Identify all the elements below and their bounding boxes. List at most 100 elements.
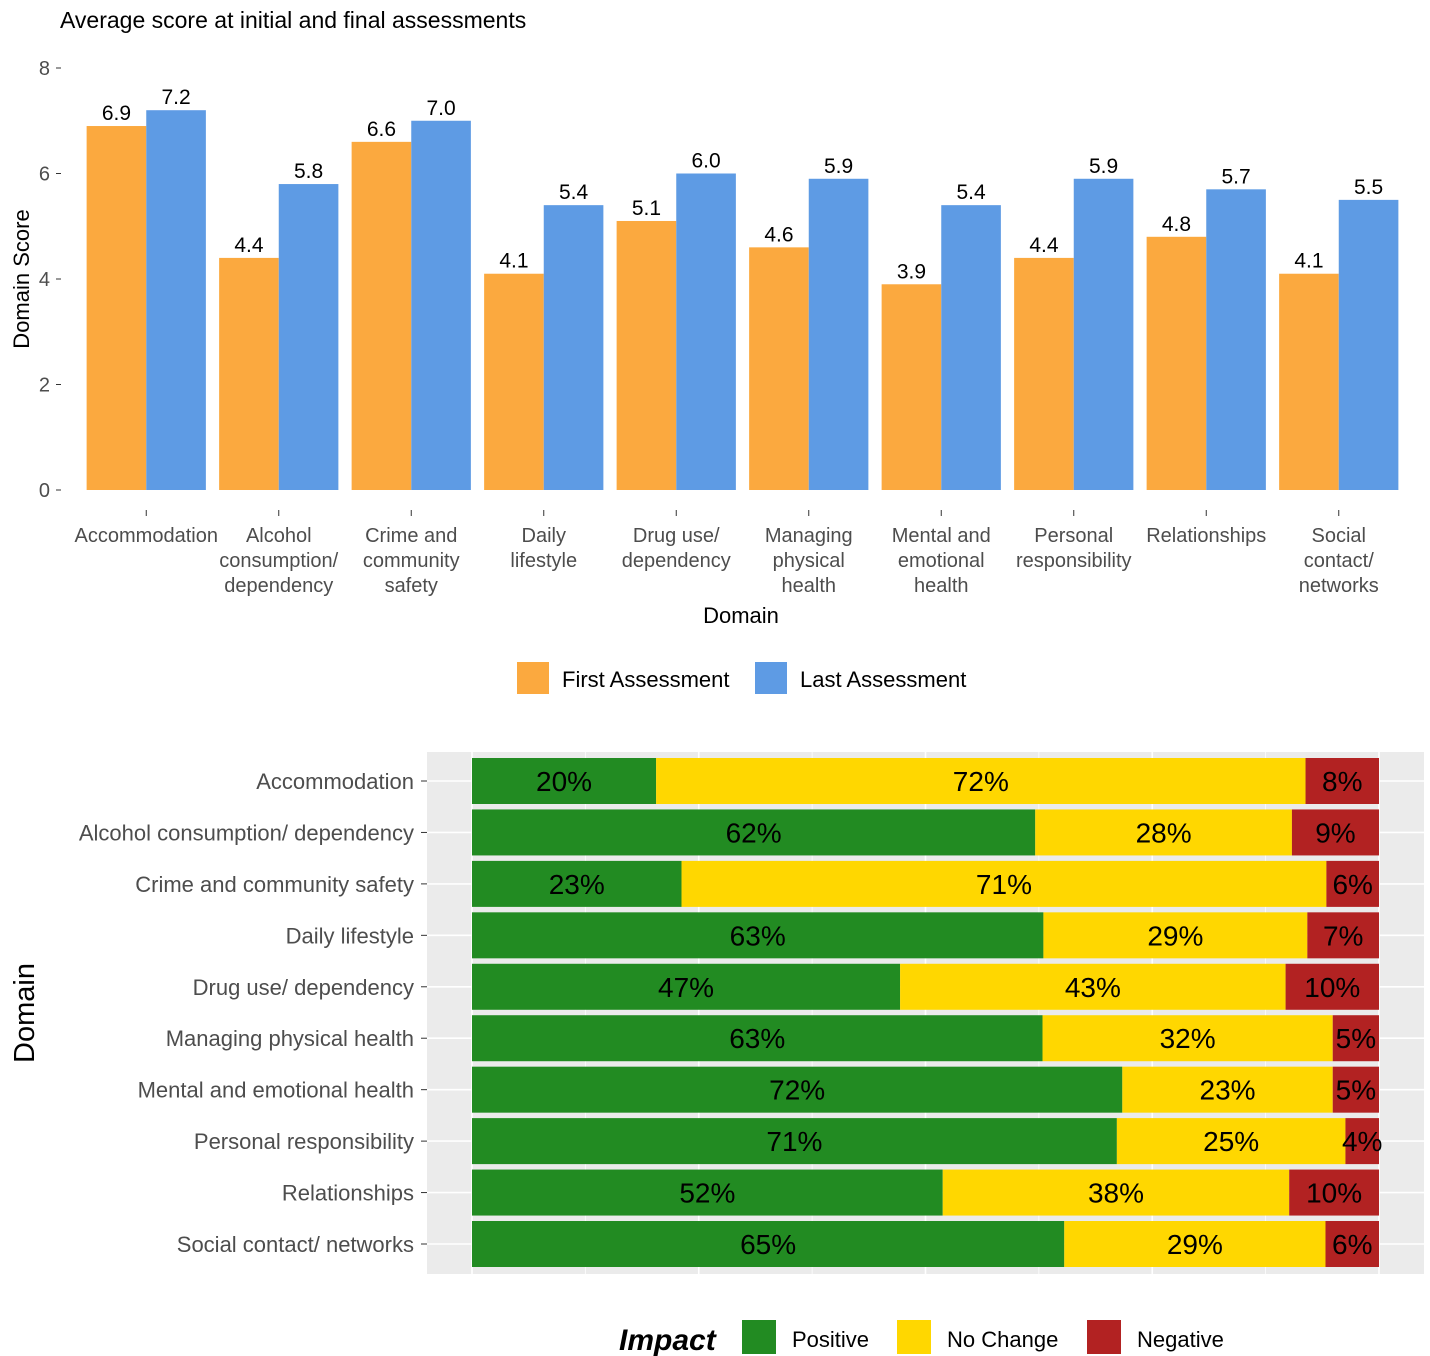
segment-label: 28%	[1136, 817, 1192, 848]
bar-value-label: 4.1	[1294, 250, 1323, 273]
stacked-bar-chart: 20% 72% 8% 62% 28% 9% 23% 71% 6% 63% 29% 7% 47% 43% 10…	[9, 752, 1424, 1356]
segment-label: 6%	[1332, 1229, 1372, 1260]
x-tick-label-line: Crime and	[365, 525, 457, 547]
bar-value-label: 5.9	[824, 155, 853, 178]
x-tick-label: Personal responsibility	[1016, 525, 1132, 572]
bar-value-label: 5.4	[559, 181, 589, 204]
x-tick-label-line: Daily	[522, 525, 566, 547]
bar-value-label: 6.9	[102, 102, 131, 125]
segment-label: 29%	[1167, 1229, 1223, 1260]
bar-segment	[472, 1015, 1043, 1062]
segment-label: 65%	[740, 1229, 796, 1260]
segment-label: 62%	[726, 817, 782, 848]
x-tick-label: Managing physical health	[765, 525, 853, 597]
legend-swatch	[742, 1320, 776, 1354]
y-tick-label: 0	[39, 480, 50, 502]
legend-label: Positive	[792, 1327, 869, 1352]
bar-value-label: 4.1	[499, 250, 528, 273]
bar-value-label: 4.6	[764, 223, 793, 246]
legend-swatch	[517, 662, 549, 694]
y-tick-label: Social contact/ networks	[177, 1232, 414, 1257]
bar-segment	[1064, 1221, 1326, 1267]
bar-value-label: 5.9	[1089, 155, 1118, 178]
bar-value-label: 5.7	[1221, 165, 1250, 188]
bar-value-label: 4.4	[234, 234, 264, 257]
bar-segment	[1345, 1118, 1379, 1165]
y-axis: 0 2 4 6 8	[39, 58, 61, 502]
legend-title: Impact	[619, 1324, 718, 1356]
legend-swatch	[897, 1320, 931, 1354]
bar-value-label: 3.9	[897, 260, 926, 283]
bar	[543, 205, 604, 490]
segment-label: 72%	[769, 1075, 825, 1106]
bar-value-label: 5.5	[1354, 176, 1383, 199]
bar-segment	[1332, 1066, 1379, 1113]
x-tick-label-line: safety	[385, 575, 438, 597]
bar	[278, 184, 339, 491]
bar	[676, 173, 736, 490]
legend-label: First Assessment	[562, 667, 729, 692]
bar	[1338, 199, 1399, 490]
y-tick-label: Accommodation	[256, 769, 414, 794]
bar-segment	[472, 963, 901, 1010]
segment-label: 29%	[1147, 920, 1203, 951]
y-tick-label: 2	[39, 375, 50, 397]
segment-label: 71%	[976, 869, 1032, 900]
segment-label: 7%	[1323, 920, 1363, 951]
y-tick-label: Relationships	[282, 1181, 414, 1206]
legend: First Assessment Last Assessment	[517, 662, 966, 694]
bar	[749, 247, 809, 490]
x-tick-label: Relationships	[1146, 525, 1266, 547]
y-tick-label: 4	[39, 269, 50, 291]
y-tick-label: Crime and community safety	[135, 872, 414, 897]
bar-group: 6.9 7.2 4.4 5.8 6.6 7.0 4.1 5.4 5.1 6.0 4.6 5.9 3.9 5…	[86, 86, 1399, 491]
segment-label: 72%	[953, 766, 1009, 797]
legend-swatch	[755, 662, 787, 694]
y-axis: Accommodation Alcohol consumption/ depend…	[79, 769, 427, 1257]
x-tick-label: Drug use/dependency	[622, 525, 731, 572]
bar-segment	[472, 1169, 943, 1216]
bar-segment	[1289, 1169, 1379, 1216]
x-tick-label: Accommodation	[75, 525, 218, 547]
bar-segment	[1332, 1015, 1379, 1062]
x-tick-label: Social contact/networks	[1299, 525, 1379, 597]
x-tick-label-line: dependency	[224, 575, 333, 597]
bar	[1073, 178, 1134, 490]
segment-label: 38%	[1088, 1178, 1144, 1209]
x-tick-label-line: health	[914, 575, 969, 597]
bar-segment	[900, 963, 1286, 1010]
bar	[808, 178, 869, 490]
segment-label: 10%	[1304, 972, 1360, 1003]
segment-label: 5%	[1336, 1075, 1376, 1106]
bar-segment	[1305, 758, 1379, 804]
segment-label: 4%	[1342, 1126, 1382, 1157]
bar-segment	[681, 860, 1327, 907]
x-tick-label: Alcohol consumption/dependency	[219, 525, 338, 597]
x-tick-label-line: consumption/	[219, 550, 338, 572]
segment-label: 43%	[1065, 972, 1121, 1003]
bar-value-label: 5.8	[294, 160, 323, 183]
x-tick-label-line: Relationships	[1146, 525, 1266, 547]
x-tick-label-line: health	[782, 575, 837, 597]
bar-value-label: 5.1	[632, 197, 661, 220]
y-tick-label: Personal responsibility	[194, 1129, 414, 1154]
segment-label: 10%	[1306, 1178, 1362, 1209]
x-tick-label-line: networks	[1299, 575, 1379, 597]
segment-label: 32%	[1160, 1023, 1216, 1054]
y-tick-label: Drug use/ dependency	[193, 975, 414, 1000]
bar-segment	[1307, 912, 1379, 959]
bar	[881, 284, 942, 490]
y-axis-title: Domain Score	[9, 209, 34, 348]
segment-label: 23%	[549, 869, 605, 900]
x-tick-label-line: Mental and	[892, 525, 991, 547]
x-tick-label: Daily lifestyle	[510, 525, 577, 572]
bar-segment	[1043, 912, 1308, 959]
bar-segment	[1116, 1118, 1346, 1165]
bar-segment	[472, 860, 682, 907]
y-tick-label: Mental and emotional health	[138, 1078, 414, 1103]
x-tick-label-line: responsibility	[1016, 550, 1132, 572]
bar-value-label: 7.0	[426, 97, 455, 120]
bar-segment	[472, 1066, 1123, 1113]
bar-segment	[1325, 1221, 1379, 1267]
y-tick-label: Alcohol consumption/ dependency	[79, 820, 414, 845]
